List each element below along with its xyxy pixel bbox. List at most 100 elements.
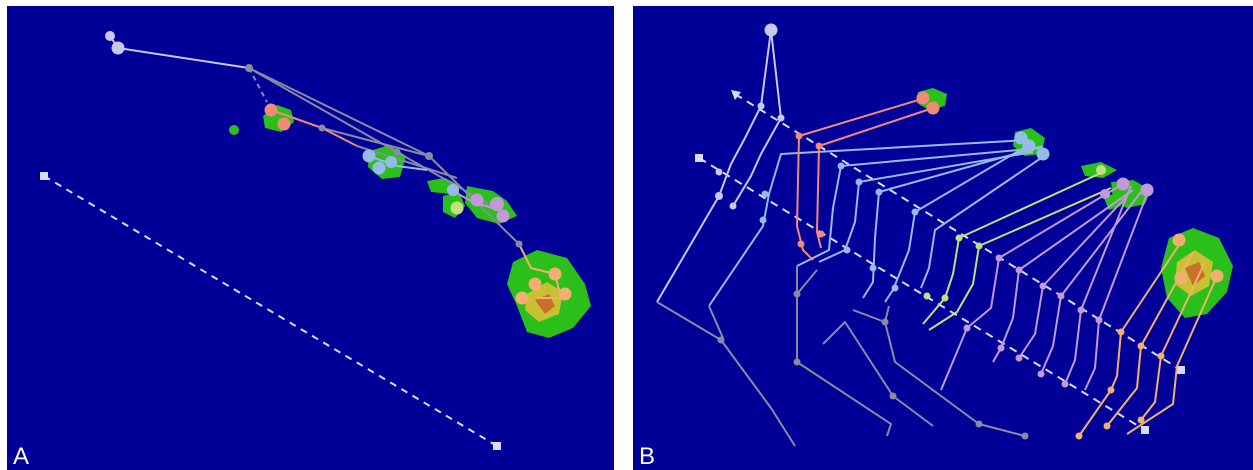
panel-b-backbone [656,266,1026,447]
panel-b-oahu-tree [708,139,1048,307]
panel-b-node-oahu-4 [761,190,769,198]
panel-b-branch-mauinui-2 [928,187,1112,331]
panel-b-branch-hawaii-3 [1140,261,1206,421]
panel-b-branch-oahu-3 [818,151,1034,263]
panel-b-node-maui-4 [995,254,1003,262]
panel-a-axis-end-marker [493,442,501,450]
panel-b-branch-maui-5 [1064,185,1132,385]
panel-b-node-maui-11 [997,344,1005,352]
panel-b-node-mauinui-2 [955,234,963,242]
panel-b-label: B [639,443,656,470]
panel-b-node-maui-5 [1015,266,1023,274]
panel-b-backbone-center [822,321,934,427]
panel-b-axis-upper-arrow [731,90,741,100]
panel-a-node-internal-4 [515,240,523,248]
panel-b-node-maui-13 [1037,370,1045,378]
panel-b-node-backbone-7 [881,318,889,326]
panel-b-branch-hawaii-2 [1106,251,1194,427]
panel-a-node-kauai-2 [277,117,291,131]
panel-b-node-kauai-4 [815,142,823,150]
panel-b-node-oahu-11 [891,284,899,292]
panel-b-branch-oahu-2 [796,147,1042,267]
panel-a-node-oahu-3 [385,156,397,168]
panel-b-node-oahu-5 [759,216,767,224]
panel-b-node-hawaii-9 [1137,416,1145,424]
panel-b-node-maui-6 [1039,282,1047,290]
panel-b-node-oahu-3 [1036,147,1050,161]
panel-b-node-hawaii-4 [1117,328,1125,336]
panel-a-background [7,6,614,470]
panel-b-node-backbone-1 [717,336,725,344]
panel-a-branch-internal-2 [356,145,458,179]
panel-b-node-maui-2 [1116,177,1130,191]
panel-b-node-oahu-7 [855,178,863,186]
panel-b-branch-maui-2 [992,189,1134,363]
panel-b-node-kauai-5 [797,240,805,248]
panel-b-node-oahu-1 [1014,131,1028,145]
panel-a-branch-root-east [248,67,430,157]
island-hawaii-peak [1185,262,1205,286]
panel-b-node-mauinui-1 [1096,165,1106,175]
panel-a-node-oahu-4 [447,184,459,196]
panel-b-node-maui-7 [1057,292,1065,300]
panel-a-nodes [105,31,572,305]
panel-a-branch-oahu [368,155,428,171]
panel-a-time-axis [43,175,498,447]
panel-b-node-maui-3 [1140,183,1154,197]
panel-b-node-oahu-6 [837,162,845,170]
panel-b-time-axis-upper [734,93,1182,371]
panel-b-outgroup-tree [656,29,782,303]
panel-b-node-maui-10 [963,324,971,332]
panel-b-node-outgroup-3 [715,168,723,176]
island-niihau [229,125,239,135]
panel-b-branch-oahu-1 [708,139,1030,307]
panel-b-node-backbone-2 [793,358,801,366]
panel-a: A [7,6,614,470]
panel-b-node-maui-12 [1015,354,1023,362]
panel-a-axis-start-marker [40,172,48,180]
panel-a-node-hawaii-1 [548,267,562,281]
panel-b-hawaii-tree [1078,241,1218,437]
panel-b-node-hawaii-10 [1075,432,1083,440]
panel-b-branch-oahu-4 [862,145,1044,299]
panel-a-node-oahu-1 [362,149,376,163]
panel-b-time-axis-lower [698,157,1146,431]
panel-b-node-outgroup-5 [729,202,737,210]
panel-b-branch-maui-4 [1040,191,1142,375]
panel-b-branch-outgroup-right [732,29,782,207]
panel-b-node-hawaii-6 [1157,352,1165,360]
panel-b-branch-oahu-5 [884,145,1028,303]
panel-a-node-maui-3 [496,209,510,223]
panel-b-node-outgroup-4 [715,192,723,200]
panel-a-node-outgroup-2 [111,41,125,55]
panel-b-branch-kauai-1 [796,97,926,261]
panel-b-node-oahu-10 [869,264,877,272]
panel-a-node-internal-1 [318,124,326,132]
panel-b-node-hawaii-5 [1137,342,1145,350]
panel-a-node-outgroup-1 [105,31,115,41]
panel-a-node-kauai-1 [264,103,278,117]
panel-a-node-internal-3 [393,148,401,156]
panel-b-branch-hawaii-1 [1078,241,1182,437]
panel-b-node-oahu-12 [911,208,919,216]
panel-a-node-maui-2 [490,197,504,211]
panel-b-node-mauinui-4 [923,292,931,300]
panel-b-node-maui-8 [1077,306,1085,314]
panel-b-node-kauai-6 [817,230,825,238]
panel-a-node-hawaii-4 [515,291,529,305]
panel-b-node-oahu-9 [843,246,851,254]
panel-b-node-outgroup-2 [777,114,785,122]
panel-b-node-backbone-5 [1021,432,1029,440]
panel-a-label: A [13,443,30,470]
panel-b-node-maui-14 [1061,380,1069,388]
panel-a-node-hawaii-2 [528,277,542,291]
panel-a-branch-root-kauai [248,67,268,103]
panel-b-branch-maui-1 [940,183,1124,391]
panel-b-node-mauinui-5 [941,294,949,302]
panel-b-node-mauinui-3 [975,242,983,250]
panel-b-branch-oahu-6 [920,153,1048,289]
panel-b-mauinui-tree [922,171,1112,331]
panel-b: B [633,6,1253,470]
panel-b-branch-maui-3 [1018,195,1128,359]
panel-b-node-backbone-4 [975,420,983,428]
